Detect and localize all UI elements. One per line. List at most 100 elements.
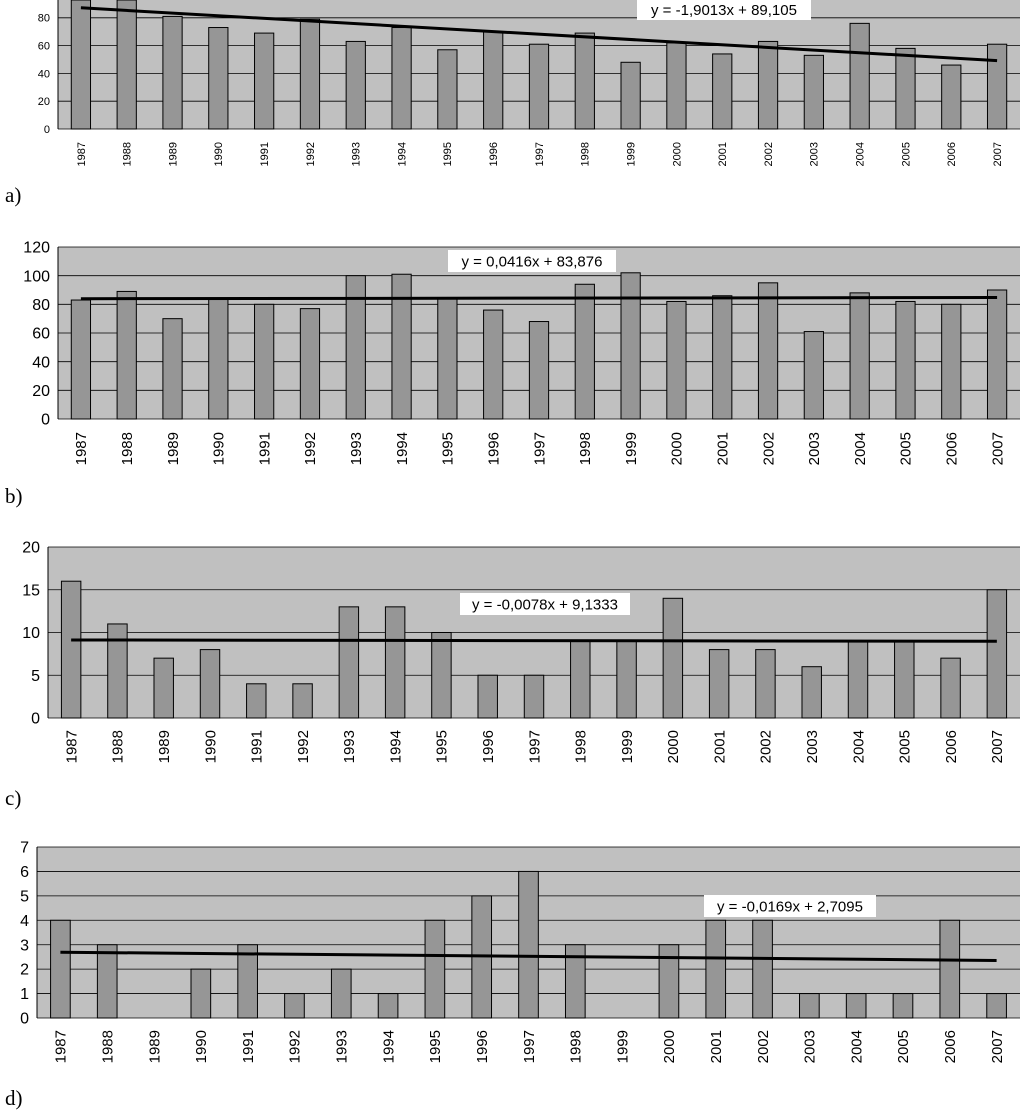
- chart-panel-c: 0 5 10 15 20 1987 1988 1989 1990 1991 1992 1993 1994…: [5, 540, 1020, 810]
- panel-label: c): [5, 786, 21, 810]
- x-tick-label: 1998: [573, 730, 590, 763]
- x-tick-label: 2001: [708, 1030, 725, 1063]
- bar-2001: [712, 53, 733, 130]
- bar-1991: [254, 303, 275, 420]
- x-tick-label: 1994: [396, 142, 408, 166]
- x-tick-label: 2002: [760, 432, 777, 465]
- bar-1987: [70, 299, 92, 420]
- bar-1988: [107, 623, 128, 719]
- bar-1992: [284, 993, 305, 1019]
- bar-2006: [939, 919, 961, 1019]
- x-tick-label: 1998: [580, 142, 592, 166]
- y-tick-label: 0: [44, 124, 50, 136]
- bar-2005: [895, 300, 916, 420]
- trendline-equation: y = -0,0078x + 9,1333: [472, 597, 618, 614]
- y-tick-label: 6: [20, 864, 29, 881]
- bar-1992: [292, 683, 313, 719]
- x-tick-label: 1988: [119, 432, 136, 465]
- x-tick-label: 1990: [213, 142, 225, 166]
- x-tick-label: 1993: [351, 142, 363, 166]
- bar-2007: [986, 993, 1007, 1019]
- y-tick-label: 10: [22, 625, 40, 642]
- x-tick-label: 1995: [434, 730, 451, 763]
- y-tick-label: 80: [32, 297, 50, 314]
- bar-1995: [437, 49, 458, 130]
- bar-1994: [377, 993, 399, 1019]
- trendline-equation: y = 0,0416x + 83,876: [462, 254, 603, 271]
- trendline: [80, 6, 998, 63]
- bar-1994: [391, 27, 412, 130]
- x-tick-label: 2003: [809, 142, 821, 166]
- bar-1988: [116, 0, 137, 130]
- x-tick-label: 2002: [763, 142, 775, 166]
- x-tick-label: 2002: [755, 1030, 772, 1063]
- bar-1991: [254, 32, 275, 130]
- x-tick-label: 2004: [850, 730, 867, 763]
- y-tick-label: 5: [20, 888, 29, 905]
- x-tick-label: 1991: [240, 1030, 257, 1063]
- bar-1994: [391, 273, 412, 420]
- x-tick-label: 1989: [165, 432, 182, 465]
- x-tick-label: 1995: [442, 142, 454, 166]
- x-tick-label: 2007: [989, 730, 1006, 763]
- y-tick-label: 20: [38, 96, 50, 108]
- trendline-equation-box: [637, 0, 811, 20]
- x-tick-label: 2005: [895, 1030, 912, 1063]
- y-tick-label: 0: [41, 412, 50, 429]
- bar-1997: [528, 321, 550, 420]
- x-tick-label: 1998: [577, 432, 594, 465]
- bar-1990: [208, 27, 229, 130]
- bar-1992: [299, 18, 321, 130]
- x-tick-label: 1998: [568, 1030, 585, 1063]
- panel-label: a): [5, 183, 21, 207]
- x-tick-label: 1997: [534, 142, 546, 166]
- x-tick-label: 1990: [202, 730, 219, 763]
- x-tick-label: 1993: [348, 432, 365, 465]
- bar-2003: [803, 331, 824, 420]
- y-tick-label: 7: [20, 840, 29, 857]
- y-tick-label: 5: [31, 668, 40, 685]
- x-tick-label: 2005: [897, 730, 914, 763]
- bar-1991: [237, 944, 258, 1019]
- bar-2002: [757, 282, 779, 420]
- bar-2002: [755, 649, 776, 719]
- bar-1989: [162, 15, 183, 130]
- trendline-equation: y = -1,9013x + 89,105: [651, 2, 797, 19]
- panel-label: d): [5, 1086, 23, 1110]
- x-tick-label: 1996: [485, 432, 502, 465]
- bar-1991: [246, 683, 267, 719]
- x-tick-label: 2001: [711, 730, 728, 763]
- x-tick-label: 1995: [440, 432, 457, 465]
- x-tick-label: 1999: [623, 432, 640, 465]
- bar-1987: [60, 580, 82, 719]
- bar-1998: [574, 32, 595, 130]
- x-tick-label: 1996: [488, 142, 500, 166]
- y-tick-label: 20: [22, 540, 40, 557]
- bar-2000: [658, 944, 680, 1019]
- x-tick-label: 2001: [714, 432, 731, 465]
- bar-1998: [574, 283, 595, 420]
- bar-1998: [564, 944, 586, 1019]
- trendline: [80, 296, 998, 301]
- bar-2007: [986, 289, 1008, 420]
- x-tick-label: 1987: [76, 142, 88, 166]
- bar-1993: [330, 968, 352, 1019]
- x-tick-label: 1996: [474, 1030, 491, 1063]
- x-tick-label: 2005: [898, 432, 915, 465]
- x-tick-label: 1988: [99, 1030, 116, 1063]
- y-tick-label: 80: [38, 13, 50, 25]
- x-tick-label: 1989: [167, 142, 179, 166]
- bar-2001: [708, 649, 730, 719]
- bar-2005: [895, 47, 916, 130]
- bar-1996: [483, 309, 504, 420]
- bar-1989: [162, 318, 183, 420]
- x-tick-label: 1992: [295, 730, 312, 763]
- chart-panel-d: 0 1 2 3 4 5 6 7 1987 1988 1989 1990 1991 1992 1993 1994…: [5, 840, 1020, 1110]
- bar-2004: [849, 292, 870, 420]
- x-tick-label: 2004: [848, 1030, 865, 1063]
- bar-2000: [662, 597, 684, 719]
- bar-2002: [757, 40, 779, 130]
- x-tick-label: 1996: [480, 730, 497, 763]
- bar-1995: [431, 632, 452, 719]
- bar-2006: [941, 303, 962, 420]
